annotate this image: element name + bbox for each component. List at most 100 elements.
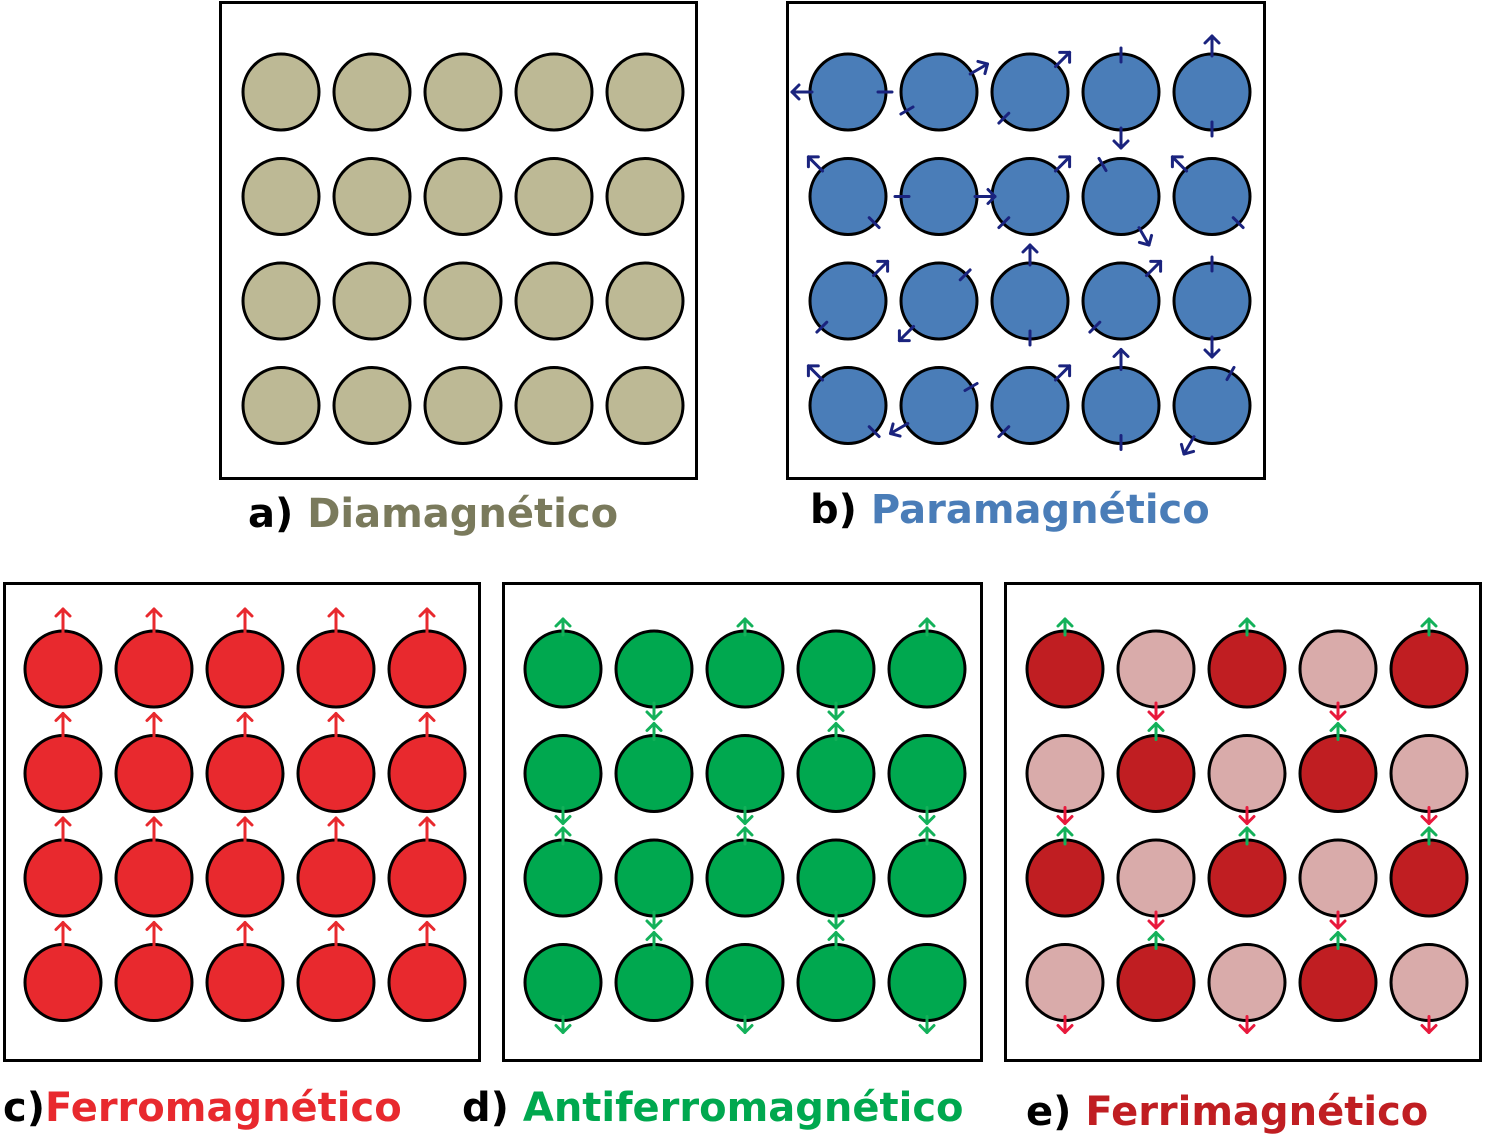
moment-arrow-up xyxy=(54,607,72,635)
moment-arrow-up xyxy=(1420,617,1438,637)
moment-arrow-down xyxy=(1147,701,1165,721)
atom xyxy=(1207,943,1287,1022)
atom xyxy=(887,943,967,1022)
atom xyxy=(241,366,321,445)
atom xyxy=(1116,838,1196,918)
atom xyxy=(423,261,503,341)
atom xyxy=(387,734,467,813)
moment-arrow xyxy=(1203,34,1221,138)
atom xyxy=(332,157,412,236)
atom xyxy=(899,261,979,341)
atom xyxy=(205,629,285,709)
atom xyxy=(296,943,376,1022)
caption-label-ferrimagnetic: Ferrimagnético xyxy=(1085,1089,1429,1135)
moment-arrow-up xyxy=(645,931,663,950)
atoms-d xyxy=(523,629,967,1022)
atom xyxy=(387,838,467,918)
moment-arrow xyxy=(1112,348,1130,451)
moment-arrow-down xyxy=(1056,1015,1074,1034)
moment-arrow-up xyxy=(327,816,345,844)
atom xyxy=(887,734,967,813)
moment-arrow-down xyxy=(1238,806,1256,825)
moment-arrow-up xyxy=(236,921,254,948)
atom xyxy=(796,734,876,813)
moments-c xyxy=(54,607,436,948)
moment-arrow-up xyxy=(1056,617,1074,637)
moment-arrow-down xyxy=(554,1015,572,1034)
atom xyxy=(808,52,888,132)
atom xyxy=(423,366,503,445)
moment-arrow-up xyxy=(54,712,72,739)
moment-arrow-up xyxy=(645,722,663,741)
atom xyxy=(1081,366,1161,445)
moment-arrow-up xyxy=(554,617,572,637)
atom xyxy=(387,943,467,1022)
atom xyxy=(808,157,888,236)
atom xyxy=(605,366,685,445)
moment-arrow-down xyxy=(1420,1015,1438,1034)
atom xyxy=(23,943,103,1022)
atom xyxy=(605,261,685,341)
moment-arrow xyxy=(790,83,894,101)
caption-letter-e: e) xyxy=(1026,1089,1072,1135)
caption-label-diamagnetic: Diamagnético xyxy=(307,491,619,537)
caption-label-antiferromagnetic: Antiferromagnético xyxy=(522,1085,964,1131)
atom xyxy=(23,838,103,918)
moment-arrow-up xyxy=(827,722,845,741)
moment-arrow-up xyxy=(236,816,254,844)
atom xyxy=(1025,943,1105,1022)
atom xyxy=(332,261,412,341)
panel-antiferromagnetic xyxy=(502,582,983,1062)
atom xyxy=(23,629,103,709)
atom xyxy=(1025,629,1105,709)
moment-arrow-up xyxy=(1238,826,1256,846)
atom xyxy=(1298,943,1378,1022)
atom xyxy=(241,261,321,341)
atoms-a xyxy=(241,52,685,445)
caption-antiferromagnetic: d) Antiferromagnético xyxy=(462,1084,964,1132)
moment-arrow-up xyxy=(918,617,936,637)
atom xyxy=(296,838,376,918)
atom xyxy=(705,734,785,813)
moment-arrow-up xyxy=(1238,617,1256,637)
atom xyxy=(1298,629,1378,709)
atom xyxy=(1081,157,1161,236)
atom xyxy=(614,734,694,813)
moment-arrow xyxy=(997,155,1072,230)
moment-arrow xyxy=(815,259,890,334)
atom xyxy=(1172,366,1252,445)
moment-arrow-up xyxy=(418,921,436,948)
moment-arrow xyxy=(1170,155,1245,230)
moment-arrow xyxy=(1088,259,1163,334)
moment-arrow-down xyxy=(554,806,572,825)
atom xyxy=(796,943,876,1022)
moment-arrow-up xyxy=(54,921,72,948)
caption-ferromagnetic: c)Ferromagnético xyxy=(3,1084,402,1132)
moment-arrow xyxy=(997,364,1072,439)
moment-arrow xyxy=(997,50,1072,125)
atom xyxy=(114,838,194,918)
caption-label-paramagnetic: Paramagnético xyxy=(870,487,1210,533)
caption-paramagnetic: b) Paramagnético xyxy=(810,486,1210,534)
moment-arrow-up xyxy=(1056,826,1074,846)
atom xyxy=(514,52,594,132)
moment-arrow-up xyxy=(236,607,254,635)
atom xyxy=(1207,629,1287,709)
atom xyxy=(332,52,412,132)
atom xyxy=(523,629,603,709)
caption-letter-a: a) xyxy=(248,491,294,537)
atom xyxy=(1389,838,1469,918)
lattice-ferrimagnetic xyxy=(1025,617,1469,1034)
atom xyxy=(1025,734,1105,813)
caption-letter-b: b) xyxy=(810,487,857,533)
panel-ferrimagnetic xyxy=(1004,582,1482,1062)
lattice-antiferromagnetic xyxy=(523,617,967,1034)
atom xyxy=(523,838,603,918)
atom xyxy=(1298,734,1378,813)
moment-arrow-down xyxy=(827,701,845,721)
atom xyxy=(514,261,594,341)
moment-arrow-up xyxy=(327,712,345,739)
atom xyxy=(1081,52,1161,132)
atom xyxy=(1081,261,1161,341)
moment-arrow-up xyxy=(145,607,163,635)
